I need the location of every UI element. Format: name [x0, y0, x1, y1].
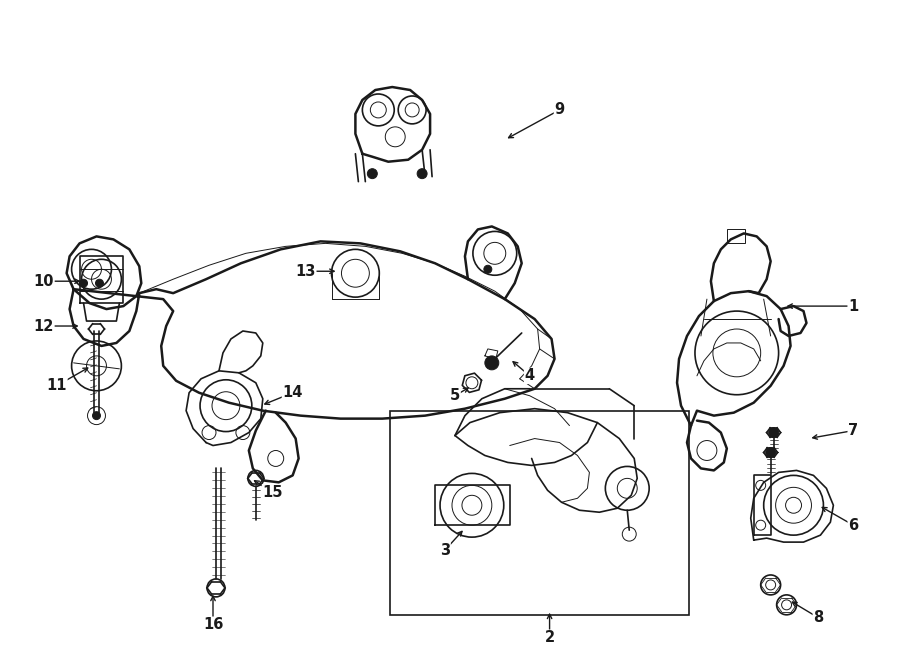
Circle shape	[367, 169, 377, 178]
Text: 16: 16	[202, 617, 223, 633]
Text: 10: 10	[33, 274, 54, 289]
Text: 1: 1	[848, 299, 859, 313]
Text: 11: 11	[47, 378, 67, 393]
Circle shape	[484, 265, 491, 273]
Text: 3: 3	[440, 543, 450, 558]
Text: 15: 15	[263, 485, 283, 500]
Text: 9: 9	[554, 102, 564, 118]
Circle shape	[769, 428, 778, 438]
Text: 14: 14	[283, 385, 303, 401]
Text: 12: 12	[33, 319, 54, 334]
Text: 6: 6	[848, 518, 859, 533]
Text: 4: 4	[525, 368, 535, 383]
Text: 2: 2	[544, 630, 554, 645]
Circle shape	[93, 412, 101, 420]
Text: 7: 7	[848, 423, 859, 438]
Circle shape	[95, 279, 104, 287]
Circle shape	[485, 356, 499, 370]
Text: 5: 5	[450, 388, 460, 403]
Bar	[727, 229, 745, 243]
Text: 13: 13	[295, 264, 316, 279]
Circle shape	[766, 447, 776, 457]
Bar	[391, 410, 689, 615]
Circle shape	[79, 279, 87, 287]
Circle shape	[417, 169, 428, 178]
Text: 8: 8	[814, 610, 824, 625]
